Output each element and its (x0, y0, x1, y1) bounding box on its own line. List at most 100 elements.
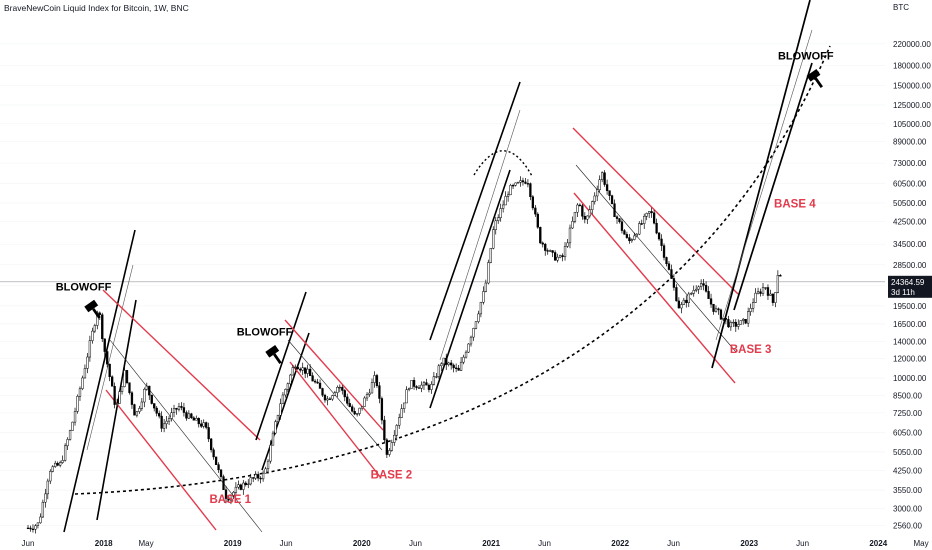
candle-body (185, 412, 188, 419)
candle-body (610, 195, 614, 204)
gavel-icon (84, 299, 101, 319)
candle-body (343, 390, 346, 398)
candle-body (187, 413, 191, 419)
y-tick-label: 42500.00 (893, 218, 927, 227)
candle-body (128, 382, 131, 393)
candle-body (440, 363, 443, 367)
candle-body (140, 401, 143, 409)
candle-body (747, 311, 750, 324)
base-label: BASE 1 (209, 494, 251, 506)
candle-body (467, 343, 470, 353)
candle-body (182, 407, 186, 413)
candle-body (469, 336, 473, 345)
candle-body (232, 492, 235, 496)
candle-body (338, 386, 341, 389)
price-tag-value: 24364.59 (891, 278, 925, 287)
candle-body (502, 204, 505, 209)
candle-body (380, 398, 384, 421)
candle-body (284, 389, 287, 396)
candle-body (761, 287, 765, 294)
candle-body (88, 340, 92, 358)
candle-body (766, 287, 770, 296)
rally-midline (86, 264, 134, 451)
y-tick-label: 3550.00 (893, 486, 922, 495)
candle-body (526, 183, 530, 185)
candle-body (145, 385, 148, 390)
candle-body (734, 321, 737, 327)
candle-body (68, 430, 72, 440)
candle-body (660, 238, 663, 246)
candle-body (754, 292, 757, 303)
candle-body (541, 242, 544, 245)
candle-body (318, 382, 322, 389)
base-label: BASE 2 (371, 470, 413, 482)
candle-body (635, 233, 638, 237)
candle-body (34, 525, 37, 530)
candle-body (289, 374, 292, 385)
candle-body (751, 302, 755, 309)
candle-body (596, 189, 599, 197)
price-tag-countdown: 3d 11h (891, 288, 915, 297)
candle-body (682, 299, 685, 305)
candle-body (603, 172, 606, 185)
candle-body (608, 190, 611, 196)
candle-body (625, 234, 629, 238)
candle-body (63, 445, 67, 461)
y-tick-label: 7250.00 (893, 409, 922, 418)
candle-body (722, 318, 725, 320)
candle-body (420, 384, 423, 389)
candle-body (373, 375, 376, 383)
candle-body (427, 384, 431, 390)
candle-body (568, 227, 572, 244)
candle-body (143, 389, 146, 403)
candle-body (113, 386, 116, 405)
candle-body (91, 330, 94, 341)
candle-body (407, 388, 411, 390)
rally-channel-line (255, 291, 307, 441)
candle-body (323, 394, 327, 401)
candle-body (699, 283, 703, 288)
candle-body (566, 242, 569, 247)
candle-body (328, 398, 332, 400)
x-tick-label: Jun (280, 539, 293, 548)
candle-body (586, 215, 589, 220)
candle-body (479, 302, 483, 315)
candle-body (648, 211, 651, 214)
candle-body (771, 293, 775, 303)
candle-body (148, 385, 151, 396)
bear-midline (575, 164, 737, 353)
candle-body (697, 286, 700, 290)
candle-body (704, 285, 708, 292)
candle-body (650, 211, 653, 214)
candle-body (390, 442, 393, 451)
candle-body (207, 427, 210, 440)
gavel-icon (265, 344, 282, 364)
x-tick-label: 2023 (740, 539, 758, 548)
candle-body (333, 392, 337, 396)
bear-channel-line (105, 389, 217, 531)
candle-body (98, 312, 101, 315)
candle-body (291, 367, 294, 376)
candle-body (620, 221, 624, 231)
candle-body (81, 377, 84, 389)
candle-body (370, 382, 374, 394)
candle-body (252, 477, 255, 479)
candle-body (224, 489, 228, 499)
candle-body (544, 243, 547, 251)
candle-body (618, 218, 621, 222)
candle-body (264, 468, 267, 474)
candle-body (398, 417, 401, 426)
candle-body (383, 419, 386, 441)
candle-body (308, 368, 312, 376)
gavel-icon (806, 69, 823, 88)
candle-body (729, 322, 732, 328)
candle-body (249, 477, 252, 485)
candle-body (331, 395, 334, 400)
y-tick-label: 220000.00 (893, 40, 931, 49)
candle-body (514, 182, 517, 186)
candle-body (492, 229, 495, 249)
candle-body (261, 472, 265, 480)
candle-body (153, 403, 156, 409)
